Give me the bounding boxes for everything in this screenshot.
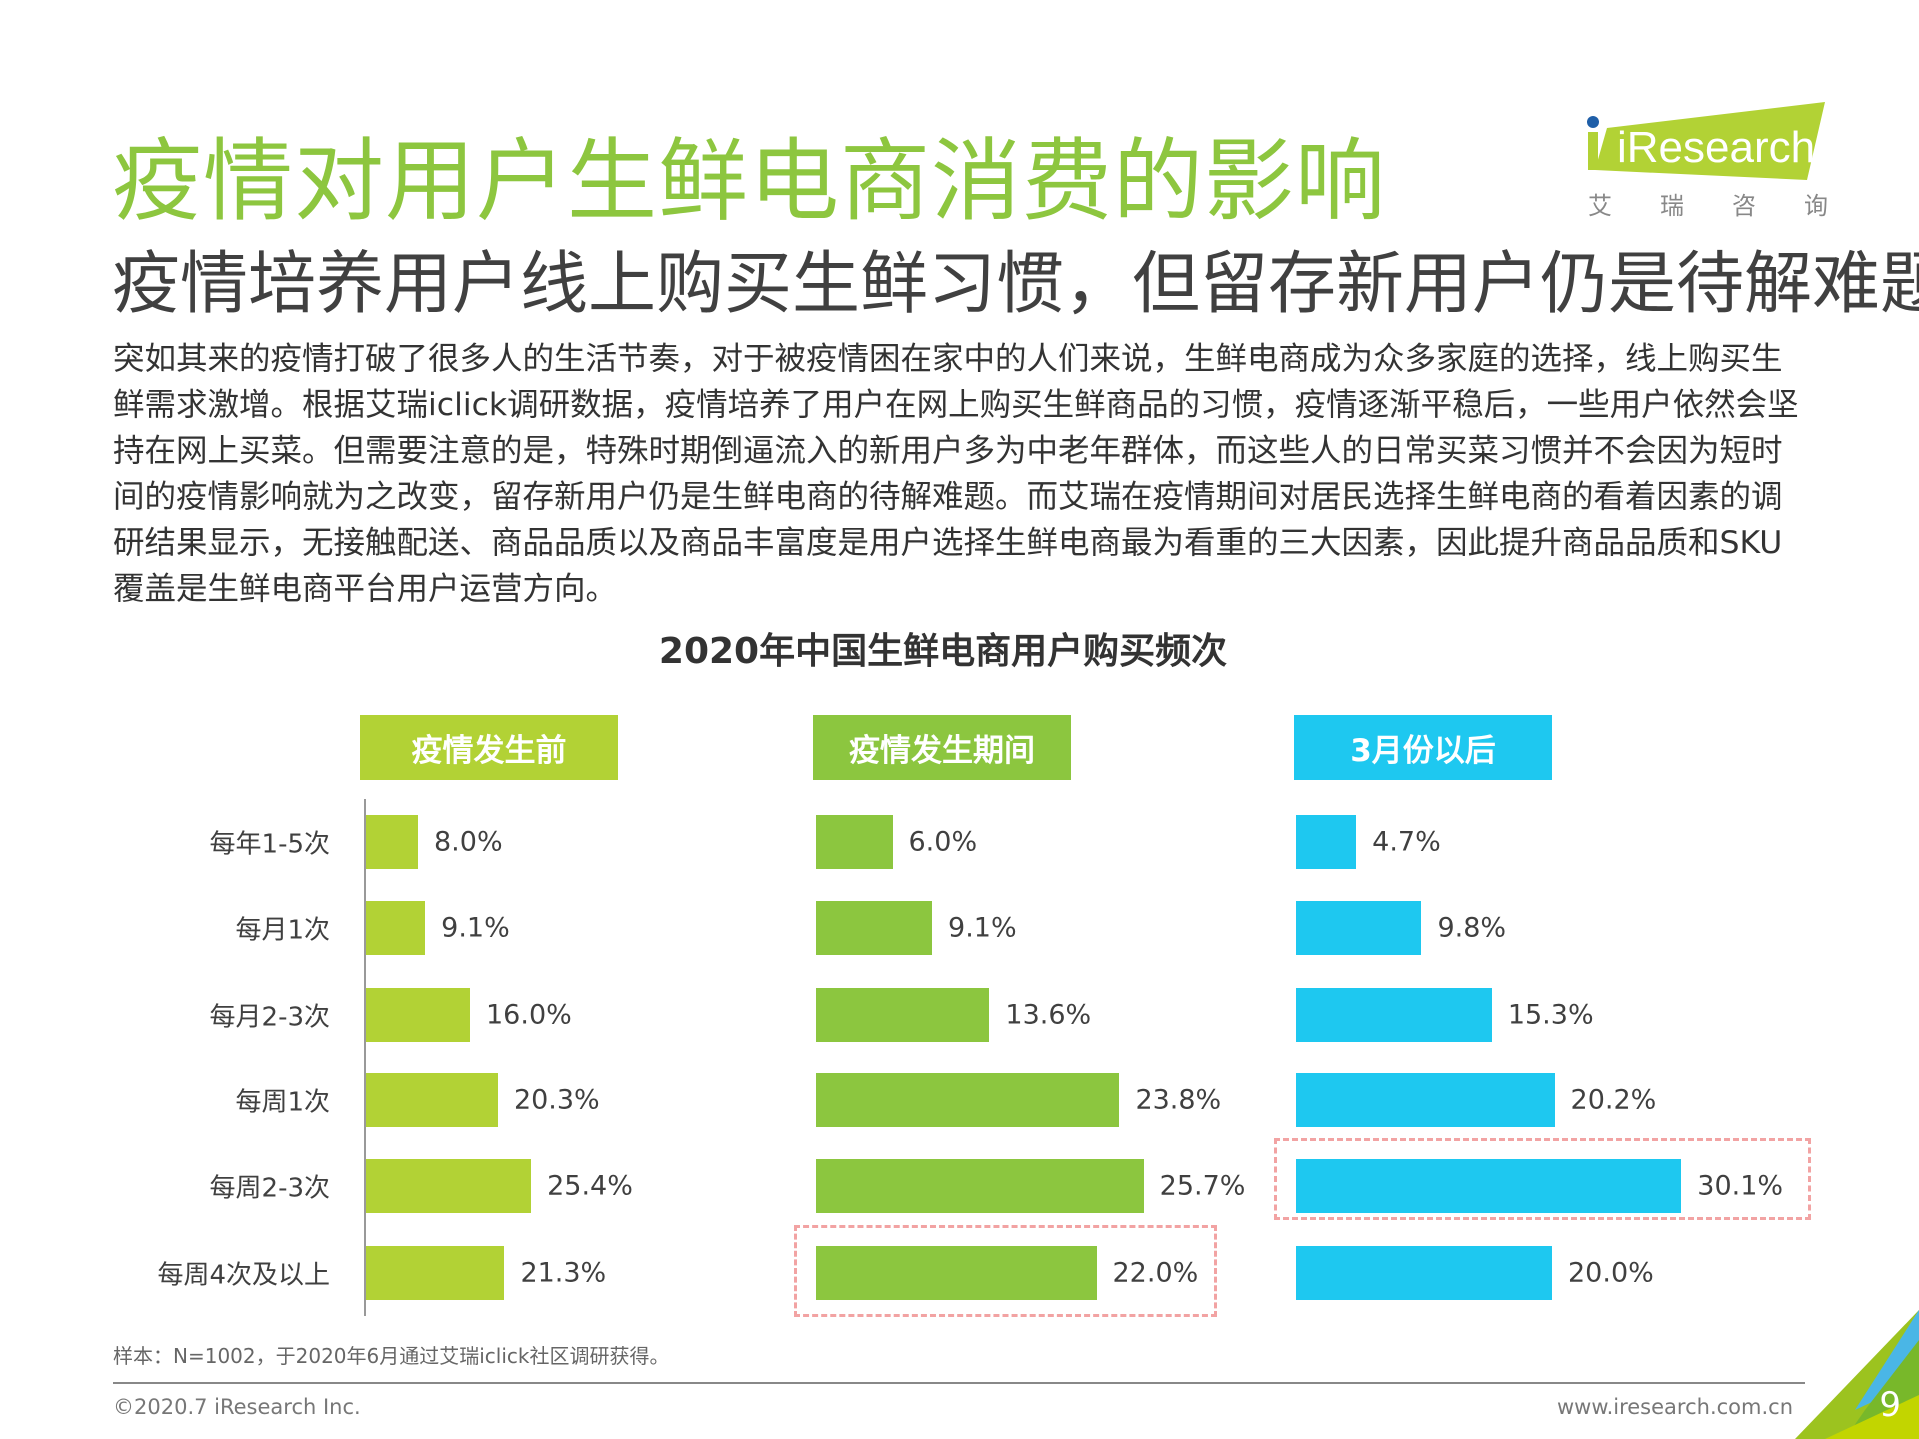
data-label: 20.0% xyxy=(1568,1257,1654,1289)
bar xyxy=(366,1246,505,1300)
data-label: 13.6% xyxy=(1005,999,1092,1031)
data-label: 25.7% xyxy=(1159,1170,1246,1202)
bar xyxy=(366,815,418,869)
logo-text: iResearch xyxy=(1617,123,1815,172)
data-label: 9.1% xyxy=(948,912,1017,944)
data-label: 25.4% xyxy=(547,1170,633,1202)
data-label: 30.1% xyxy=(1697,1170,1784,1202)
data-label: 6.0% xyxy=(908,826,978,858)
bar xyxy=(1296,988,1492,1042)
category-label: 每月1次 xyxy=(235,915,330,946)
series-header: 3月份以后 xyxy=(1294,715,1552,780)
bar xyxy=(1296,1073,1555,1127)
data-label: 9.1% xyxy=(441,912,510,944)
footer-divider xyxy=(113,1382,1805,1384)
bar xyxy=(366,988,470,1042)
bar xyxy=(1296,1246,1552,1300)
category-label: 每年1-5次 xyxy=(209,829,330,860)
data-label: 9.8% xyxy=(1437,912,1507,944)
category-label: 每周4次及以上 xyxy=(157,1260,330,1291)
highlight-box xyxy=(794,1225,1217,1317)
body-paragraph: 突如其来的疫情打破了很多人的生活节奏，对于被疫情困在家中的人们来说，生鲜电商成为… xyxy=(113,341,1799,607)
category-label: 每周1次 xyxy=(235,1087,330,1118)
bar xyxy=(366,1159,532,1213)
category-axis-line xyxy=(364,799,366,1316)
bar xyxy=(816,815,893,869)
data-label: 8.0% xyxy=(434,826,503,858)
series-header: 疫情发生期间 xyxy=(813,715,1071,780)
iresearch-logo: iResearch xyxy=(1585,100,1825,190)
copyright: ©2020.7 iResearch Inc. xyxy=(113,1395,361,1419)
sample-note: 样本：N=1002，于2020年6月通过艾瑞iclick社区调研获得。 xyxy=(113,1344,670,1368)
logo-char: 咨 xyxy=(1732,192,1756,220)
page-subtitle: 疫情培养用户线上购买生鲜习惯，但留存新用户仍是待解难题 xyxy=(112,245,1919,324)
series-header: 疫情发生前 xyxy=(360,715,618,780)
logo-chinese-name: 艾 瑞 咨 询 xyxy=(1588,186,1828,221)
category-label: 每月2-3次 xyxy=(209,1002,330,1033)
data-label: 20.2% xyxy=(1570,1084,1657,1116)
logo-char: 艾 xyxy=(1588,192,1612,220)
highlight-box xyxy=(1274,1138,1812,1220)
data-label: 15.3% xyxy=(1507,999,1594,1031)
logo-char: 询 xyxy=(1804,192,1828,220)
bar xyxy=(816,1073,1120,1127)
data-label: 16.0% xyxy=(486,999,572,1031)
bar xyxy=(366,901,426,955)
bar xyxy=(1296,1159,1682,1213)
data-label: 20.3% xyxy=(513,1084,600,1116)
bar xyxy=(816,988,990,1042)
page-title: 疫情对用户生鲜电商消费的影响 xyxy=(112,129,1386,234)
website-link: www.iresearch.com.cn xyxy=(1556,1395,1793,1419)
page-number: 9 xyxy=(1879,1385,1901,1425)
data-label: 21.3% xyxy=(520,1257,607,1289)
data-label: 4.7% xyxy=(1372,826,1441,858)
logo-char: 瑞 xyxy=(1660,192,1684,220)
bar xyxy=(816,1159,1144,1213)
bar xyxy=(1296,815,1357,869)
data-label: 23.8% xyxy=(1135,1084,1222,1116)
bar xyxy=(1296,901,1422,955)
data-label: 22.0% xyxy=(1112,1257,1199,1289)
bar xyxy=(816,1246,1097,1300)
category-label: 每周2-3次 xyxy=(209,1173,330,1204)
chart-title: 2020年中国生鲜电商用户购买频次 xyxy=(658,631,1228,672)
corner-decoration xyxy=(1795,1310,1919,1439)
bar xyxy=(816,901,933,955)
bar xyxy=(366,1073,498,1127)
